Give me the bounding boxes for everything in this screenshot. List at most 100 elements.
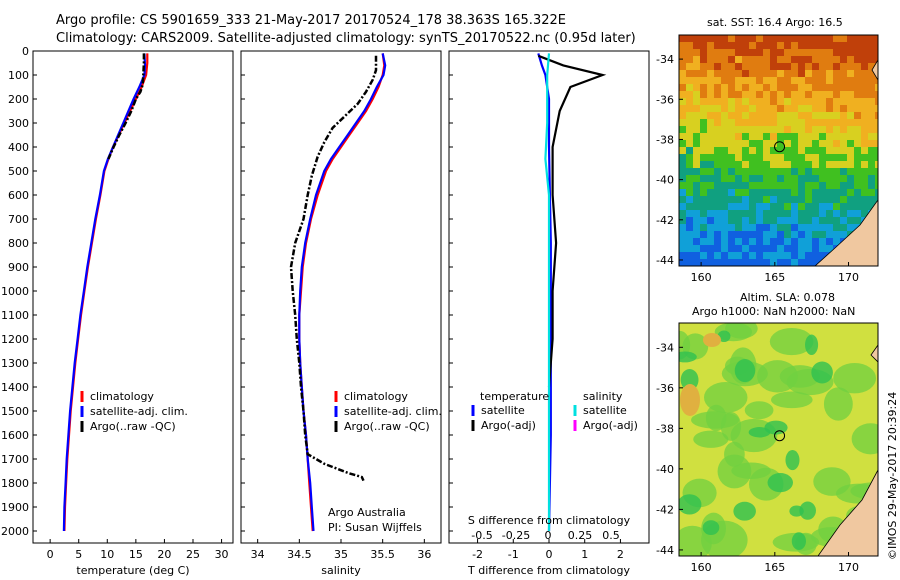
sst-cell — [784, 231, 791, 238]
sst-cell — [819, 182, 826, 189]
sst-cell — [819, 175, 826, 182]
sst-cell — [784, 56, 791, 63]
sst-cell — [714, 203, 721, 210]
sst-cell — [756, 77, 763, 84]
series-line-2 — [62, 53, 147, 532]
lat-tick-label: -34 — [656, 341, 674, 354]
sst-cell — [763, 161, 770, 168]
sst-cell — [868, 133, 875, 140]
sst-cell — [812, 119, 819, 126]
sst-cell — [735, 140, 742, 147]
sst-cell — [693, 147, 700, 154]
sst-cell — [777, 112, 784, 119]
sst-cell — [861, 84, 868, 91]
sst-cell — [854, 168, 861, 175]
sst-cell — [854, 217, 861, 224]
sst-cell — [679, 91, 686, 98]
sst-cell — [833, 161, 840, 168]
sst-cell — [861, 161, 868, 168]
sst-cell — [812, 217, 819, 224]
sst-cell — [847, 63, 854, 70]
sst-cell — [777, 154, 784, 161]
sst-cell — [721, 203, 728, 210]
sla-blob — [733, 501, 756, 521]
sst-cell — [805, 161, 812, 168]
sst-cell — [700, 189, 707, 196]
sst-cell — [700, 182, 707, 189]
sst-cell — [847, 189, 854, 196]
series-line-1 — [63, 53, 149, 532]
sst-cell — [679, 133, 686, 140]
sst-cell — [714, 231, 721, 238]
sst-cell — [833, 168, 840, 175]
top-tick-label: 0 — [545, 529, 552, 542]
sst-cell — [840, 196, 847, 203]
sst-cell — [861, 49, 868, 56]
sst-cell — [847, 203, 854, 210]
lon-tick-label: 165 — [764, 561, 785, 574]
y-tick-label: 1900 — [1, 501, 29, 514]
sst-cell — [777, 210, 784, 217]
sst-cell — [840, 56, 847, 63]
sst-cell — [714, 217, 721, 224]
sst-cell — [791, 224, 798, 231]
sst-cell — [714, 42, 721, 49]
sst-cell — [833, 231, 840, 238]
sst-cell — [798, 84, 805, 91]
sst-cell — [721, 161, 728, 168]
sst-cell — [777, 133, 784, 140]
sst-cell — [763, 112, 770, 119]
sst-cell — [798, 77, 805, 84]
legend-label: climatology — [344, 390, 408, 403]
sst-cell — [812, 168, 819, 175]
sst-cell — [707, 210, 714, 217]
sst-cell — [840, 203, 847, 210]
sst-cell — [679, 112, 686, 119]
sst-cell — [721, 35, 728, 42]
sst-cell — [777, 70, 784, 77]
sst-cell — [833, 182, 840, 189]
sst-cell — [679, 189, 686, 196]
sst-cell — [777, 126, 784, 133]
lon-tick-label: 170 — [838, 561, 859, 574]
sst-cell — [749, 35, 756, 42]
sst-cell — [707, 217, 714, 224]
sst-cell — [735, 182, 742, 189]
sst-cell — [770, 168, 777, 175]
climatology-title: Climatology: CARS2009. Satellite-adjuste… — [56, 31, 636, 46]
y-tick-label: 1100 — [1, 309, 29, 322]
sst-cell — [756, 42, 763, 49]
sst-cell — [742, 84, 749, 91]
sst-cell — [693, 203, 700, 210]
sst-cell — [805, 126, 812, 133]
sst-cell — [868, 154, 875, 161]
sst-cell — [854, 91, 861, 98]
sst-cell — [854, 77, 861, 84]
sst-cell — [693, 224, 700, 231]
sst-cell — [763, 210, 770, 217]
sst-cell — [798, 49, 805, 56]
sst-cell — [833, 147, 840, 154]
sst-cell — [742, 259, 749, 266]
sst-cell — [686, 210, 693, 217]
land-area — [870, 344, 878, 363]
sst-cell — [805, 210, 812, 217]
sst-cell — [777, 98, 784, 105]
sst-cell — [707, 203, 714, 210]
sst-cell — [686, 77, 693, 84]
sst-cell — [833, 217, 840, 224]
sst-cell — [714, 168, 721, 175]
sst-cell — [707, 70, 714, 77]
sst-cell — [763, 238, 770, 245]
lat-tick-label: -44 — [656, 544, 674, 557]
sst-cell — [847, 147, 854, 154]
lat-tick-label: -40 — [656, 174, 674, 187]
sst-cell — [840, 42, 847, 49]
sst-cell — [714, 77, 721, 84]
sst-cell — [791, 35, 798, 42]
sst-cell — [784, 210, 791, 217]
sst-cell — [798, 231, 805, 238]
sst-cell — [721, 217, 728, 224]
sst-cell — [686, 49, 693, 56]
sst-cell — [833, 154, 840, 161]
